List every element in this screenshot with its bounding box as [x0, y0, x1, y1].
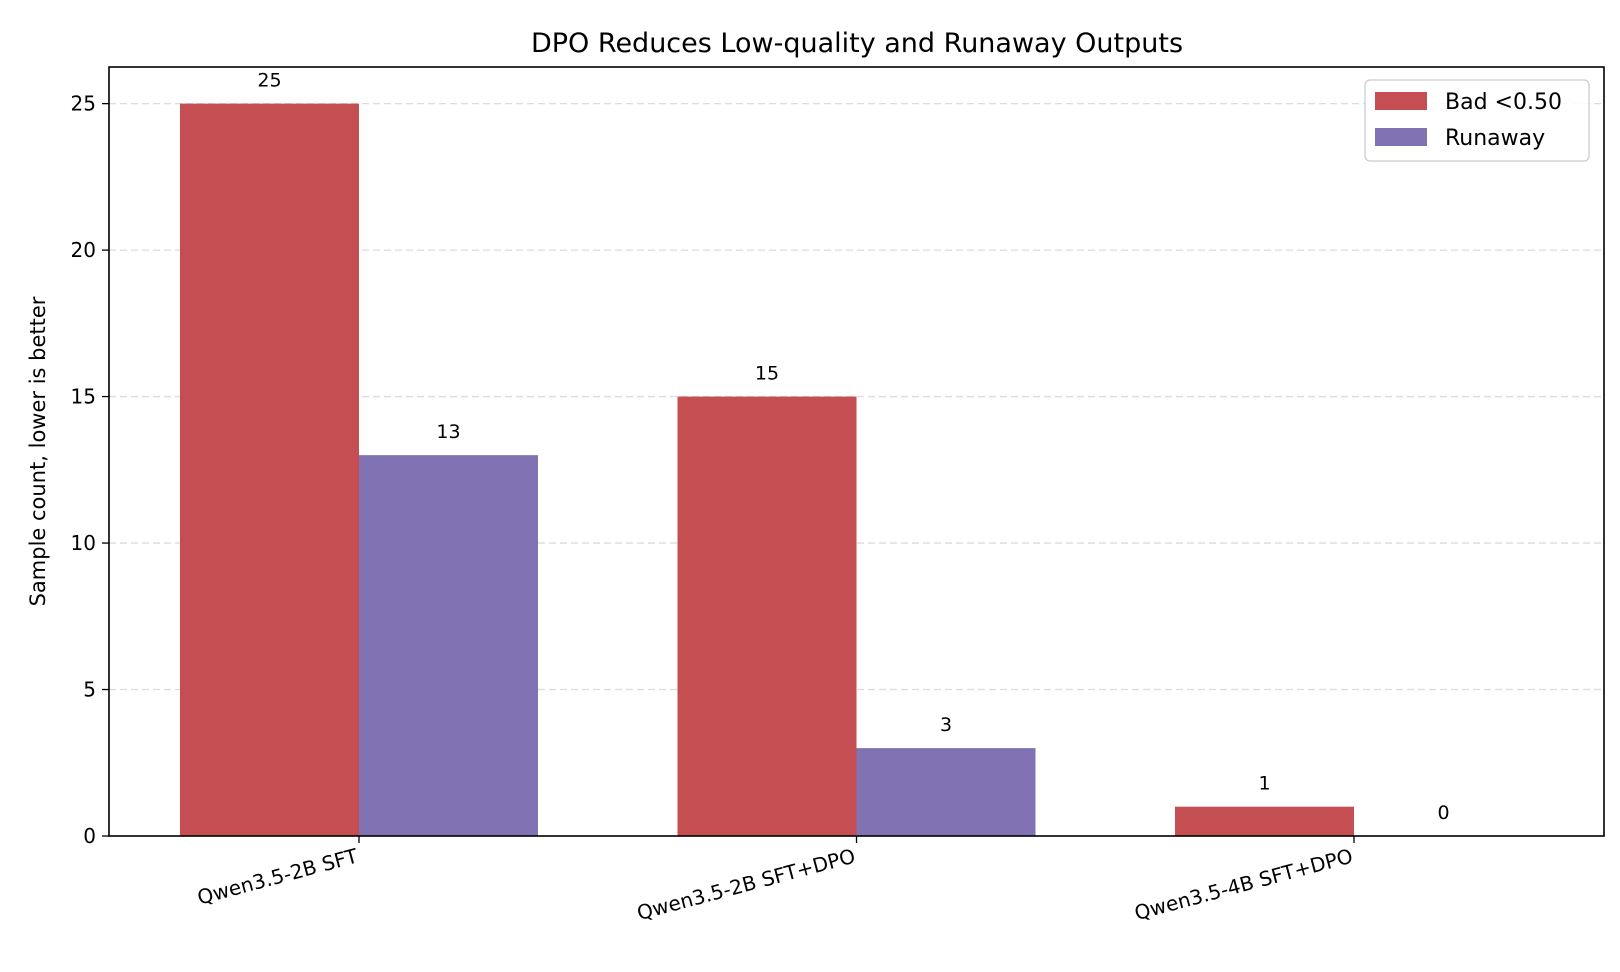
bar — [677, 396, 857, 836]
bar-value-label: 0 — [1437, 802, 1449, 824]
bar-value-label: 1 — [1258, 773, 1270, 795]
bar-value-label: 13 — [436, 421, 460, 443]
legend: Bad <0.50 Runaway — [1364, 79, 1590, 162]
bar — [856, 748, 1036, 836]
y-axis: 0 5 10 15 20 25 — [71, 92, 109, 848]
y-tick-label: 25 — [71, 92, 96, 116]
bar-value-labels: 25 15 1 13 3 0 — [257, 70, 1449, 824]
bar-value-label: 25 — [257, 70, 281, 92]
y-tick-label: 5 — [83, 678, 96, 702]
bar — [359, 455, 538, 836]
bar-value-label: 3 — [940, 714, 952, 736]
legend-swatch — [1375, 128, 1427, 146]
y-axis-title: Sample count, lower is better — [26, 296, 50, 606]
legend-entry-label: Bad <0.50 — [1445, 90, 1562, 115]
y-tick-label: 20 — [71, 238, 96, 262]
legend-entry-label: Runaway — [1445, 126, 1545, 151]
y-tick-label: 0 — [83, 824, 96, 848]
bar — [1175, 806, 1354, 836]
bar-value-label: 15 — [755, 363, 779, 385]
y-tick-label: 15 — [71, 385, 96, 409]
bars — [180, 103, 1354, 837]
legend-swatch — [1375, 92, 1427, 110]
chart-title: DPO Reduces Low-quality and Runaway Outp… — [531, 28, 1183, 59]
grid-lines — [109, 102, 1604, 691]
y-tick-label: 10 — [71, 531, 96, 555]
bar — [180, 103, 359, 837]
